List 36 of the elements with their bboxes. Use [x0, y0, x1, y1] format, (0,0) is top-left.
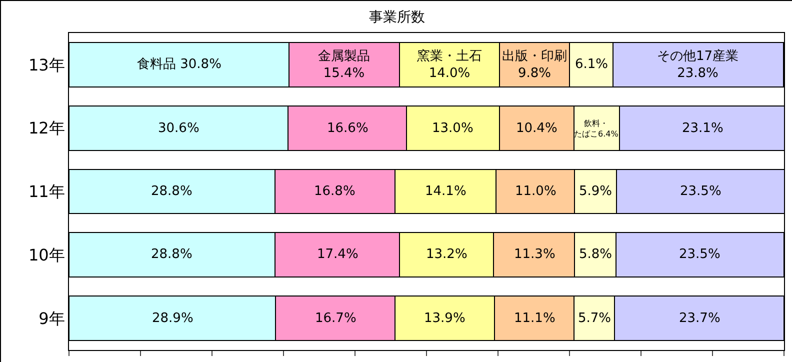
data-label: 23.7% — [679, 311, 720, 326]
data-label: 28.9% — [152, 311, 194, 326]
data-label: 30.6% — [158, 121, 200, 136]
data-label: 28.8% — [151, 184, 192, 199]
data-label: 11.1% — [514, 311, 556, 326]
data-label: 17.4% — [317, 247, 358, 262]
data-label: 飲料・たばこ6.4% — [574, 119, 619, 138]
data-label: 14.1% — [425, 184, 466, 199]
data-label: その他17産業 23.8% — [657, 48, 739, 81]
y-tick-label: 11年 — [28, 182, 65, 202]
data-label: 13.9% — [424, 311, 466, 326]
data-label: 出版・印刷 9.8% — [502, 49, 567, 81]
data-label: 11.3% — [514, 247, 556, 262]
data-label: 10.4% — [516, 121, 558, 136]
data-label: 11.0% — [515, 184, 556, 199]
data-label: 窯業・土石 14.0% — [417, 48, 482, 81]
data-label: 16.7% — [315, 311, 356, 326]
data-label: 5.7% — [578, 311, 612, 326]
data-label: 金属製品 15.4% — [318, 49, 370, 81]
data-label: 13.0% — [432, 121, 474, 136]
data-label: 5.9% — [579, 184, 612, 199]
data-label: 6.1% — [575, 57, 608, 72]
chart-title: 事業所数 — [369, 10, 425, 26]
data-label: 23.5% — [679, 247, 720, 262]
data-label: 13.2% — [426, 247, 468, 262]
data-label: 28.8% — [151, 247, 192, 262]
data-label: 16.8% — [314, 184, 356, 199]
data-label: 23.5% — [680, 184, 722, 199]
y-tick-label: 13年 — [28, 55, 65, 74]
data-label: 23.1% — [682, 121, 724, 136]
y-tick-label: 12年 — [28, 118, 65, 138]
y-tick-label: 9年 — [38, 308, 65, 328]
data-label: 食料品 30.8% — [137, 57, 222, 72]
y-tick-label: 10年 — [28, 246, 65, 264]
data-label: 5.8% — [579, 247, 612, 262]
data-label: 16.6% — [327, 121, 368, 136]
